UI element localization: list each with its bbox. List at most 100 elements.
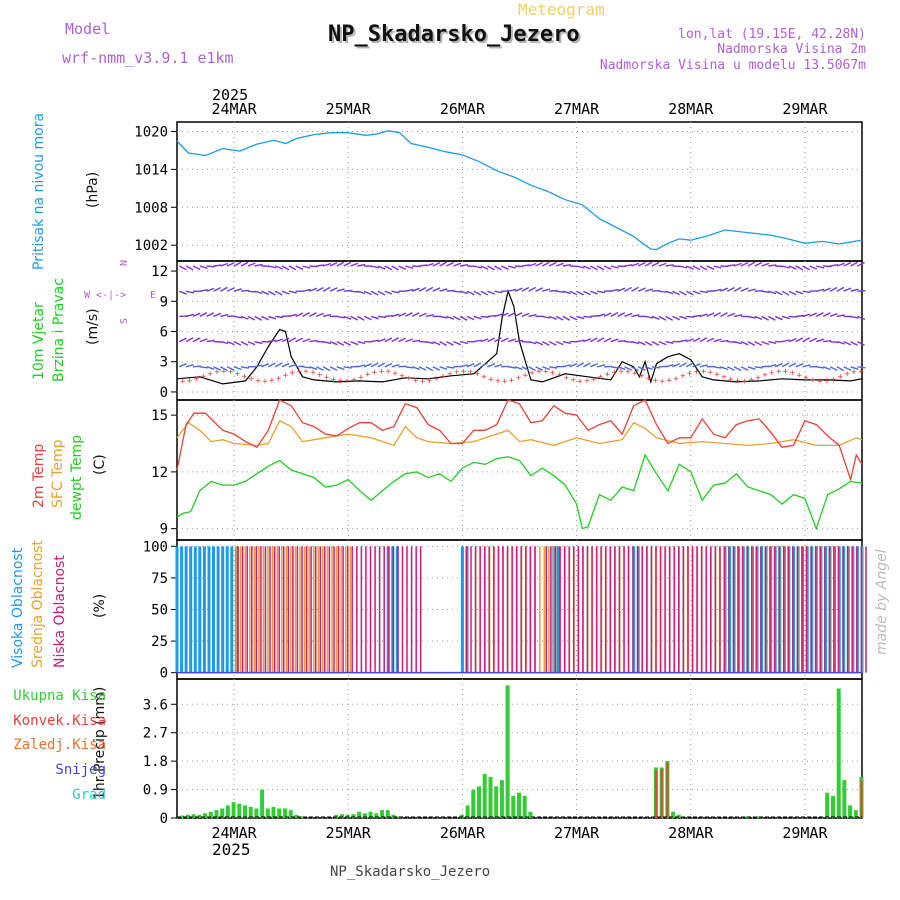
wind-barb xyxy=(240,315,249,320)
wind-barb xyxy=(480,265,489,270)
wind-barb xyxy=(466,315,475,321)
wind-barb xyxy=(802,290,811,294)
wind-barb xyxy=(206,265,215,268)
wind-gust-marker: + xyxy=(625,367,631,377)
wind-gust-marker: + xyxy=(344,377,350,387)
wind-barb xyxy=(233,288,242,292)
wind-barb xyxy=(350,315,359,321)
wind-barb xyxy=(528,262,537,267)
precip-total-bar xyxy=(465,805,470,818)
wind-barb xyxy=(398,265,407,270)
wind-barb xyxy=(377,265,386,270)
precip-convective-bar xyxy=(660,769,663,818)
wind-barb xyxy=(459,290,469,295)
wind-barb xyxy=(761,315,769,321)
wind-barb xyxy=(624,286,632,292)
wind-barb xyxy=(747,315,756,319)
wind-barb xyxy=(226,261,235,267)
wind-barb xyxy=(500,312,509,318)
wind-barb xyxy=(322,286,331,292)
wind-gust-marker: + xyxy=(557,371,563,381)
wind-barb xyxy=(411,366,421,370)
wind-barb xyxy=(857,366,866,369)
wind-gust-marker: + xyxy=(372,368,378,378)
wind-gust-marker: + xyxy=(612,368,618,378)
wind-barb xyxy=(733,286,742,292)
wind-barb xyxy=(288,313,297,318)
y-tick-label: 12 xyxy=(151,264,168,280)
wind-barb xyxy=(692,314,702,318)
precip-total-bar xyxy=(477,786,481,818)
wind-barb xyxy=(788,315,797,318)
wind-barb xyxy=(384,265,393,271)
precip-total-bar xyxy=(848,805,853,818)
wind-barb xyxy=(774,315,783,321)
wind-barb xyxy=(377,315,386,319)
wind-barb xyxy=(220,262,229,267)
wind-barb xyxy=(432,340,441,346)
wind-barb xyxy=(576,290,584,296)
precip-total-bar xyxy=(528,811,533,818)
wind-barb xyxy=(802,337,811,343)
wind-barb xyxy=(589,265,598,271)
wind-gust-marker: + xyxy=(653,376,659,386)
wind-barb xyxy=(658,262,667,267)
precip-total-bar xyxy=(842,780,847,818)
wind-gust-marker: + xyxy=(728,375,734,385)
wind-gust-marker: + xyxy=(351,375,357,385)
precip-total-bar xyxy=(505,685,510,818)
wind-gust-marker: + xyxy=(529,369,535,379)
precip-total-bar xyxy=(517,792,521,818)
precip-total-bar xyxy=(825,792,830,818)
wind-barb xyxy=(411,312,420,318)
wind-gust-marker: + xyxy=(413,376,419,386)
wind-barb xyxy=(507,366,517,369)
wind-barb xyxy=(494,337,502,343)
wind-barb xyxy=(473,362,482,368)
wind-gust-marker: + xyxy=(673,374,679,384)
wind-barb xyxy=(795,363,804,368)
year-label-top: 2025 xyxy=(212,86,248,104)
wind-barb xyxy=(315,286,324,292)
wind-gust-marker: + xyxy=(659,377,665,387)
y-tick-label: 1008 xyxy=(134,200,168,216)
wind-barb xyxy=(788,362,797,368)
wind-gust-marker: + xyxy=(851,368,857,378)
wind-gust-marker: + xyxy=(680,372,686,382)
model-label: Model xyxy=(65,20,110,38)
wind-barb xyxy=(507,265,516,269)
wind-gust-marker: + xyxy=(481,372,487,382)
wind-barb xyxy=(247,315,256,321)
wind-barb xyxy=(501,365,510,368)
wind-barb xyxy=(624,366,633,371)
wind-barb xyxy=(363,290,372,296)
wind-barb xyxy=(555,290,565,293)
wind-gust-marker: + xyxy=(577,377,583,387)
wind-barb xyxy=(576,339,585,343)
wind-barb xyxy=(836,262,845,267)
wind-barb xyxy=(391,265,400,271)
wind-barb xyxy=(617,366,626,371)
wind-barb xyxy=(781,265,790,269)
y-tick-label: 12 xyxy=(151,465,168,481)
wind-barb xyxy=(179,362,187,368)
wind-barb xyxy=(617,339,626,343)
wind-barb xyxy=(412,265,421,268)
wind-barb xyxy=(240,261,249,267)
wind-gust-marker: + xyxy=(276,374,282,384)
precip-total-bar xyxy=(511,795,516,818)
wind-barb xyxy=(370,290,379,296)
wind-barb xyxy=(857,340,865,346)
precip-total-bar xyxy=(853,810,858,818)
x-tick-label-top: 26MAR xyxy=(440,100,486,118)
cloud-unit: (%) xyxy=(92,594,108,618)
precip-total-bar xyxy=(254,808,259,818)
y-tick-label: 9 xyxy=(160,522,168,538)
wind-barb xyxy=(343,261,352,267)
wind-barb xyxy=(857,290,866,292)
wind-barb xyxy=(583,338,592,343)
wind-barb xyxy=(672,290,681,296)
wind-barb xyxy=(596,265,605,271)
wind-barb xyxy=(206,366,215,370)
wind-barb xyxy=(288,337,297,343)
